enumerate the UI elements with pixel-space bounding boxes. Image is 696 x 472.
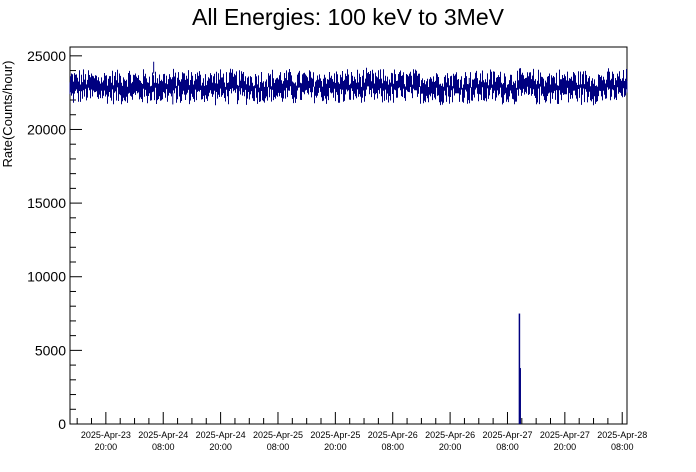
x-tick-label-time: 08:00 xyxy=(611,442,634,452)
x-tick-label-date: 2025-Apr-24 xyxy=(196,430,246,440)
x-tick-label-date: 2025-Apr-25 xyxy=(310,430,360,440)
x-tick-label-time: 20:00 xyxy=(209,442,232,452)
x-axis: 2025-Apr-23 20:00 2025-Apr-24 08:00 2025-Apr… xyxy=(76,412,647,452)
y-tick-label: 10000 xyxy=(27,269,66,285)
x-tick-label-date: 2025-Apr-23 xyxy=(81,430,131,440)
x-tick-label-date: 2025-Apr-25 xyxy=(253,430,303,440)
x-tick-label-time: 20:00 xyxy=(439,442,462,452)
x-tick-label-date: 2025-Apr-27 xyxy=(482,430,532,440)
y-tick-label: 25000 xyxy=(27,48,66,64)
y-tick-label: 5000 xyxy=(35,342,66,358)
x-tick-label-time: 08:00 xyxy=(381,442,404,452)
x-tick-label-date: 2025-Apr-24 xyxy=(138,430,188,440)
series-rate xyxy=(69,61,628,424)
x-tick-label-time: 20:00 xyxy=(324,442,347,452)
x-tick-label-date: 2025-Apr-26 xyxy=(425,430,475,440)
y-axis: 0 5000 10000 15000 20000 25000 xyxy=(27,48,82,432)
x-tick-label-time: 08:00 xyxy=(152,442,175,452)
y-tick-label: 15000 xyxy=(27,195,66,211)
x-tick-label-date: 2025-Apr-27 xyxy=(540,430,590,440)
y-tick-label: 0 xyxy=(58,416,66,432)
y-tick-label: 20000 xyxy=(27,121,66,137)
chart-title: All Energies: 100 keV to 3MeV xyxy=(192,4,504,30)
x-tick-label-time: 08:00 xyxy=(496,442,519,452)
plot-frame xyxy=(69,46,628,425)
x-tick-label-time: 20:00 xyxy=(554,442,577,452)
x-tick-label-date: 2025-Apr-26 xyxy=(368,430,418,440)
x-tick-label-time: 20:00 xyxy=(95,442,118,452)
x-tick-label-time: 08:00 xyxy=(267,442,290,452)
x-tick-label-date: 2025-Apr-28 xyxy=(597,430,647,440)
